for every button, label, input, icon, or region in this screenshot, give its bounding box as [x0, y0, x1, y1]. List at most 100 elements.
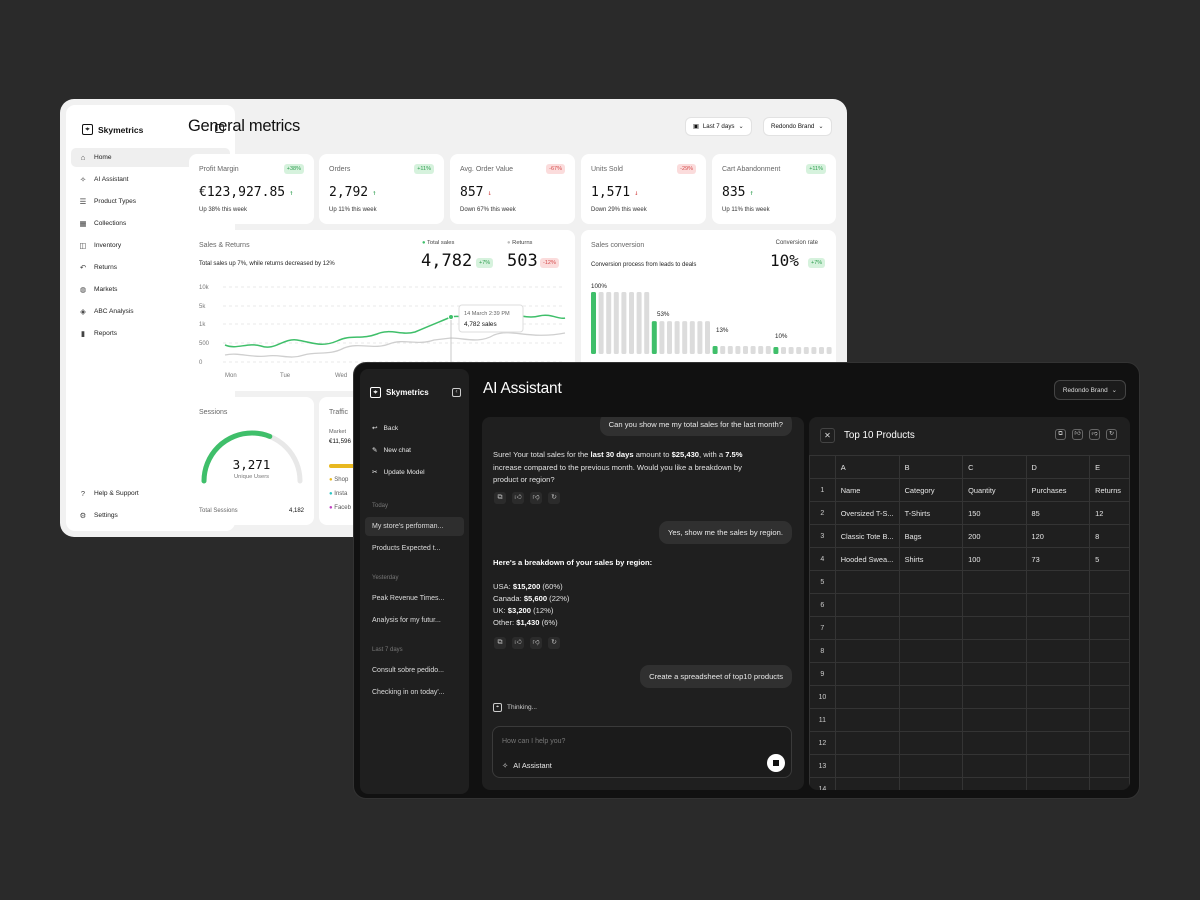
table-cell[interactable]: Classic Tote B... [834, 524, 900, 548]
table-cell[interactable]: Purchases [1025, 478, 1091, 502]
table-cell[interactable]: Returns [1089, 478, 1130, 502]
table-cell[interactable]: 150 [962, 501, 1027, 525]
table-cell[interactable] [898, 777, 964, 790]
row-number[interactable]: 8 [809, 639, 836, 663]
thumbs-down-icon[interactable]: 👎︎ [530, 637, 542, 649]
chat-history-item[interactable]: Products Expected t... [372, 545, 441, 552]
brand[interactable]: ⌖ Skymetrics [370, 387, 429, 398]
stop-button[interactable] [767, 754, 785, 772]
row-number[interactable]: 2 [809, 501, 836, 525]
corner-cell[interactable] [809, 455, 836, 479]
menu-update-model[interactable]: ✂ Update Model [372, 468, 425, 477]
table-cell[interactable] [898, 593, 964, 617]
table-cell[interactable]: 12 [1089, 501, 1130, 525]
table-cell[interactable] [898, 685, 964, 709]
table-cell[interactable] [834, 754, 900, 778]
regenerate-icon[interactable]: ↻ [548, 492, 560, 504]
column-header[interactable]: C [962, 455, 1027, 479]
table-cell[interactable] [898, 731, 964, 755]
table-cell[interactable]: 200 [962, 524, 1027, 548]
close-icon[interactable]: ✕ [820, 428, 835, 443]
sidebar-item-settings[interactable]: ⚙ Settings [71, 506, 230, 525]
collapse-sidebar-icon[interactable]: ‹ [215, 124, 224, 133]
assistant-mode-toggle[interactable]: ✧ AI Assistant [502, 761, 552, 770]
table-cell[interactable]: 120 [1025, 524, 1091, 548]
table-cell[interactable] [1089, 570, 1130, 594]
chat-input-box[interactable]: How can I help you? ✧ AI Assistant [492, 726, 792, 778]
menu-back[interactable]: ↩ Back [372, 424, 398, 433]
table-cell[interactable]: 100 [962, 547, 1027, 571]
table-cell[interactable]: 85 [1025, 501, 1091, 525]
table-cell[interactable] [1025, 754, 1091, 778]
table-cell[interactable] [834, 593, 900, 617]
table-cell[interactable]: Category [898, 478, 964, 502]
sidebar-item-help[interactable]: ? Help & Support [71, 484, 230, 503]
table-cell[interactable] [962, 639, 1027, 663]
row-number[interactable]: 14 [809, 777, 836, 790]
table-cell[interactable] [1025, 777, 1091, 790]
table-cell[interactable] [1025, 639, 1091, 663]
table-cell[interactable] [962, 777, 1027, 790]
table-cell[interactable] [834, 777, 900, 790]
table-cell[interactable]: 8 [1089, 524, 1130, 548]
brand-select[interactable]: Redondo Brand ⌄ [763, 117, 832, 136]
table-cell[interactable] [1089, 616, 1130, 640]
chat-history-item[interactable]: Analysis for my futur... [372, 617, 441, 624]
row-number[interactable]: 10 [809, 685, 836, 709]
row-number[interactable]: 7 [809, 616, 836, 640]
column-header[interactable]: B [898, 455, 964, 479]
table-cell[interactable] [962, 708, 1027, 732]
regenerate-icon[interactable]: ↻ [1106, 429, 1117, 440]
table-cell[interactable] [898, 616, 964, 640]
menu-new-chat[interactable]: ✎ New chat [372, 446, 411, 455]
table-cell[interactable] [834, 662, 900, 686]
table-cell[interactable] [898, 570, 964, 594]
table-cell[interactable] [1089, 731, 1130, 755]
collapse-sidebar-icon[interactable]: ‹ [452, 388, 461, 397]
row-number[interactable]: 11 [809, 708, 836, 732]
brand-select[interactable]: Redondo Brand ⌄ [1053, 380, 1126, 400]
thumbs-up-icon[interactable]: 👍︎ [512, 637, 524, 649]
table-cell[interactable] [1089, 593, 1130, 617]
table-cell[interactable] [834, 685, 900, 709]
table-cell[interactable]: Quantity [962, 478, 1027, 502]
table-cell[interactable] [898, 639, 964, 663]
thumbs-up-icon[interactable]: 👍︎ [1072, 429, 1083, 440]
table-cell[interactable] [1089, 777, 1130, 790]
table-cell[interactable] [834, 616, 900, 640]
table-cell[interactable] [898, 754, 964, 778]
sidebar-item-ai-assistant[interactable]: ✧ AI Assistant [71, 170, 230, 189]
table-cell[interactable] [1025, 570, 1091, 594]
table-cell[interactable]: Shirts [898, 547, 964, 571]
table-cell[interactable] [1089, 639, 1130, 663]
table-cell[interactable]: 73 [1025, 547, 1091, 571]
table-cell[interactable] [834, 708, 900, 732]
table-cell[interactable] [1089, 685, 1130, 709]
table-cell[interactable] [962, 754, 1027, 778]
row-number[interactable]: 9 [809, 662, 836, 686]
sidebar-item-product-types[interactable]: ☰ Product Types [71, 192, 230, 211]
sidebar-item-inventory[interactable]: ◫ Inventory [71, 236, 230, 255]
copy-icon[interactable]: ⧉ [494, 637, 506, 649]
table-cell[interactable] [1025, 593, 1091, 617]
row-number[interactable]: 4 [809, 547, 836, 571]
row-number[interactable]: 6 [809, 593, 836, 617]
table-cell[interactable]: Bags [898, 524, 964, 548]
sidebar-item-markets[interactable]: ◍ Markets [71, 280, 230, 299]
table-cell[interactable]: Oversized T-S... [834, 501, 900, 525]
table-cell[interactable] [834, 570, 900, 594]
table-cell[interactable] [898, 708, 964, 732]
thumbs-down-icon[interactable]: 👎︎ [1089, 429, 1100, 440]
table-cell[interactable]: 5 [1089, 547, 1130, 571]
table-cell[interactable]: Hooded Swea... [834, 547, 900, 571]
regenerate-icon[interactable]: ↻ [548, 637, 560, 649]
table-cell[interactable] [898, 662, 964, 686]
sidebar-item-returns[interactable]: ↶ Returns [71, 258, 230, 277]
thumbs-down-icon[interactable]: 👎︎ [530, 492, 542, 504]
chat-history-item[interactable]: My store's performan... [365, 517, 464, 536]
table-cell[interactable] [1089, 708, 1130, 732]
sidebar-item-reports[interactable]: ▮ Reports [71, 324, 230, 343]
hover-point[interactable] [448, 314, 454, 320]
table-cell[interactable] [834, 731, 900, 755]
table-cell[interactable] [1089, 754, 1130, 778]
